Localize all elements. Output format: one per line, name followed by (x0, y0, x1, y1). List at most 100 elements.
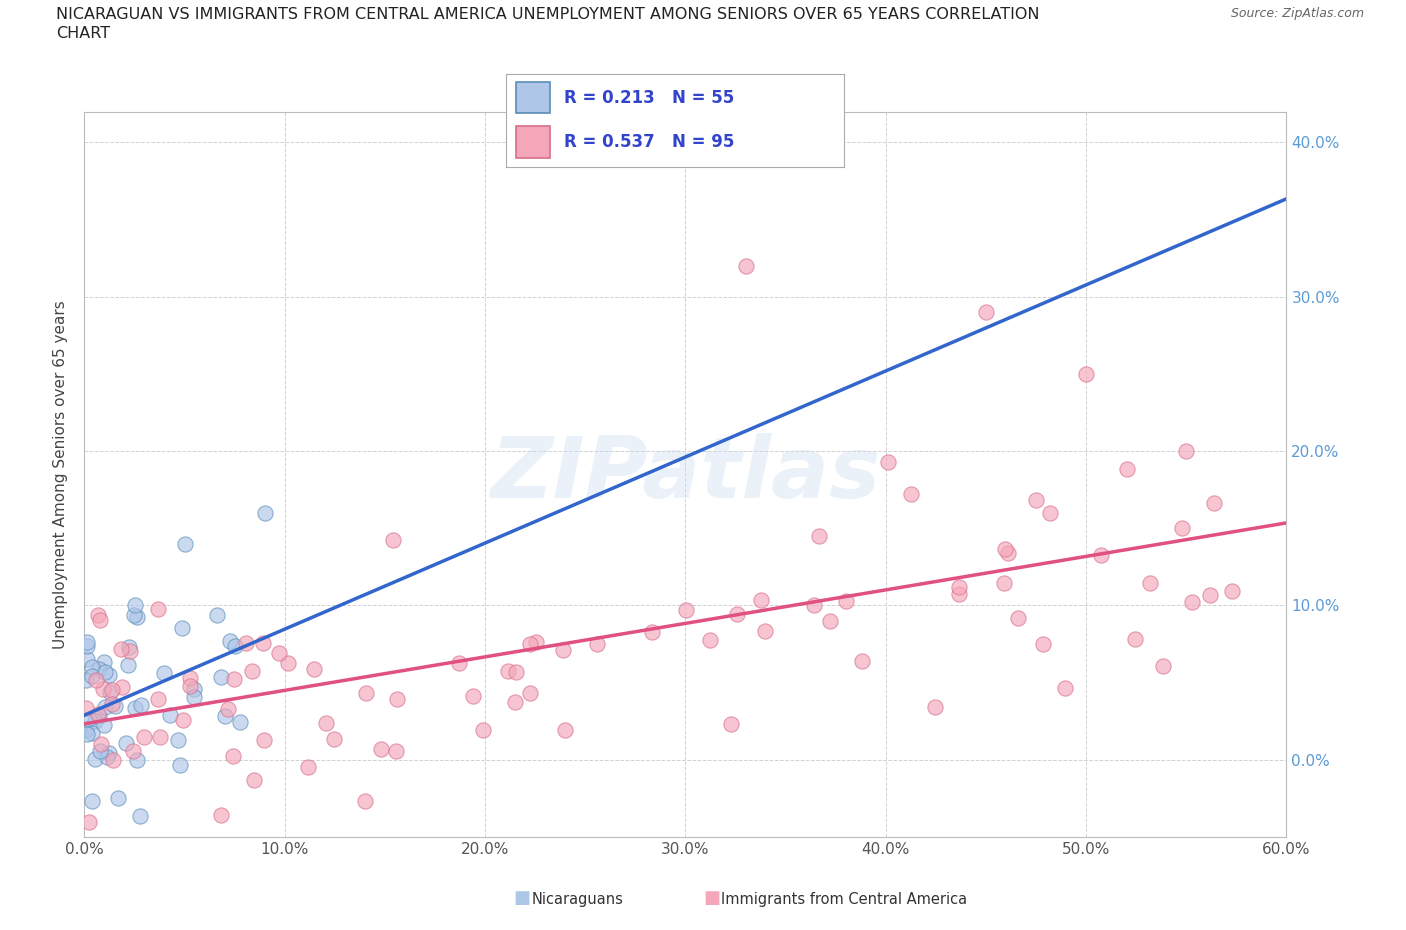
Point (675, 602, 697, 617)
Point (297, 760, 319, 775)
Point (149, 729, 172, 744)
Point (124, 700, 146, 715)
Y-axis label: Unemployment Among Seniors over 65 years: Unemployment Among Seniors over 65 years (53, 300, 69, 649)
Point (122, 607, 145, 622)
Point (1123, 631, 1146, 646)
Point (205, 608, 228, 623)
Point (221, 749, 243, 764)
Point (170, 620, 193, 635)
Point (503, 695, 526, 710)
Text: CHART: CHART (56, 26, 110, 41)
Point (749, 593, 772, 608)
Point (101, 697, 124, 711)
Point (75, 723, 97, 737)
Point (1090, 548, 1112, 563)
Point (131, 698, 153, 712)
Point (86, 673, 108, 688)
Point (173, 537, 195, 551)
Point (754, 624, 776, 639)
Point (1025, 492, 1047, 507)
Point (159, 708, 181, 723)
Point (96, 750, 118, 764)
Point (461, 689, 484, 704)
Point (1204, 496, 1226, 511)
Point (948, 579, 970, 594)
Point (127, 752, 149, 767)
Text: Immigrants from Central America: Immigrants from Central America (721, 892, 967, 907)
Point (125, 609, 148, 624)
Point (167, 733, 190, 748)
Point (94, 665, 117, 680)
Point (82, 793, 104, 808)
Point (835, 593, 858, 608)
Point (87, 707, 110, 722)
Point (524, 634, 547, 649)
Text: Source: ZipAtlas.com: Source: ZipAtlas.com (1230, 7, 1364, 20)
Point (242, 773, 264, 788)
Point (354, 685, 377, 700)
Point (818, 613, 841, 628)
Point (1007, 610, 1029, 625)
Point (993, 541, 1015, 556)
Point (94, 700, 117, 715)
Point (169, 757, 191, 772)
Point (172, 712, 194, 727)
Point (153, 665, 176, 680)
Point (122, 743, 145, 758)
Point (128, 809, 150, 824)
Point (553, 643, 575, 658)
Point (505, 664, 527, 679)
FancyBboxPatch shape (516, 126, 550, 158)
Point (1039, 506, 1062, 521)
Point (224, 639, 246, 654)
Point (471, 723, 494, 737)
Point (699, 633, 721, 648)
Point (924, 699, 946, 714)
Point (734, 259, 756, 273)
Point (146, 692, 169, 707)
Point (89, 743, 111, 758)
Point (554, 723, 576, 737)
Point (449, 656, 471, 671)
Point (1175, 444, 1198, 458)
Point (110, 642, 132, 657)
Point (117, 658, 139, 672)
Point (117, 640, 139, 655)
Point (1222, 583, 1244, 598)
Point (586, 636, 609, 651)
Point (725, 606, 748, 621)
Text: ■: ■ (513, 889, 530, 907)
Point (808, 528, 831, 543)
Text: ZIPatlas: ZIPatlas (491, 432, 880, 516)
Point (93, 682, 115, 697)
Point (118, 644, 141, 658)
Point (997, 545, 1019, 560)
Point (124, 598, 146, 613)
Point (98, 685, 121, 700)
Point (103, 752, 125, 767)
Point (381, 533, 404, 548)
Point (84, 751, 107, 766)
Point (1171, 521, 1194, 536)
Point (90, 736, 112, 751)
Point (253, 505, 276, 520)
Text: ■: ■ (703, 889, 720, 907)
Point (98, 746, 121, 761)
Point (1053, 680, 1076, 695)
Point (179, 679, 201, 694)
Point (354, 794, 377, 809)
Point (107, 791, 129, 806)
Point (222, 671, 245, 686)
Point (80, 725, 103, 740)
Point (146, 602, 169, 617)
Point (720, 716, 742, 731)
Point (97, 668, 120, 683)
Point (1115, 461, 1137, 476)
Point (302, 661, 325, 676)
Text: R = 0.213   N = 55: R = 0.213 N = 55 (564, 88, 734, 107)
Point (1199, 588, 1222, 603)
Point (519, 685, 541, 700)
Point (104, 698, 127, 713)
Point (315, 716, 337, 731)
Point (229, 714, 252, 729)
